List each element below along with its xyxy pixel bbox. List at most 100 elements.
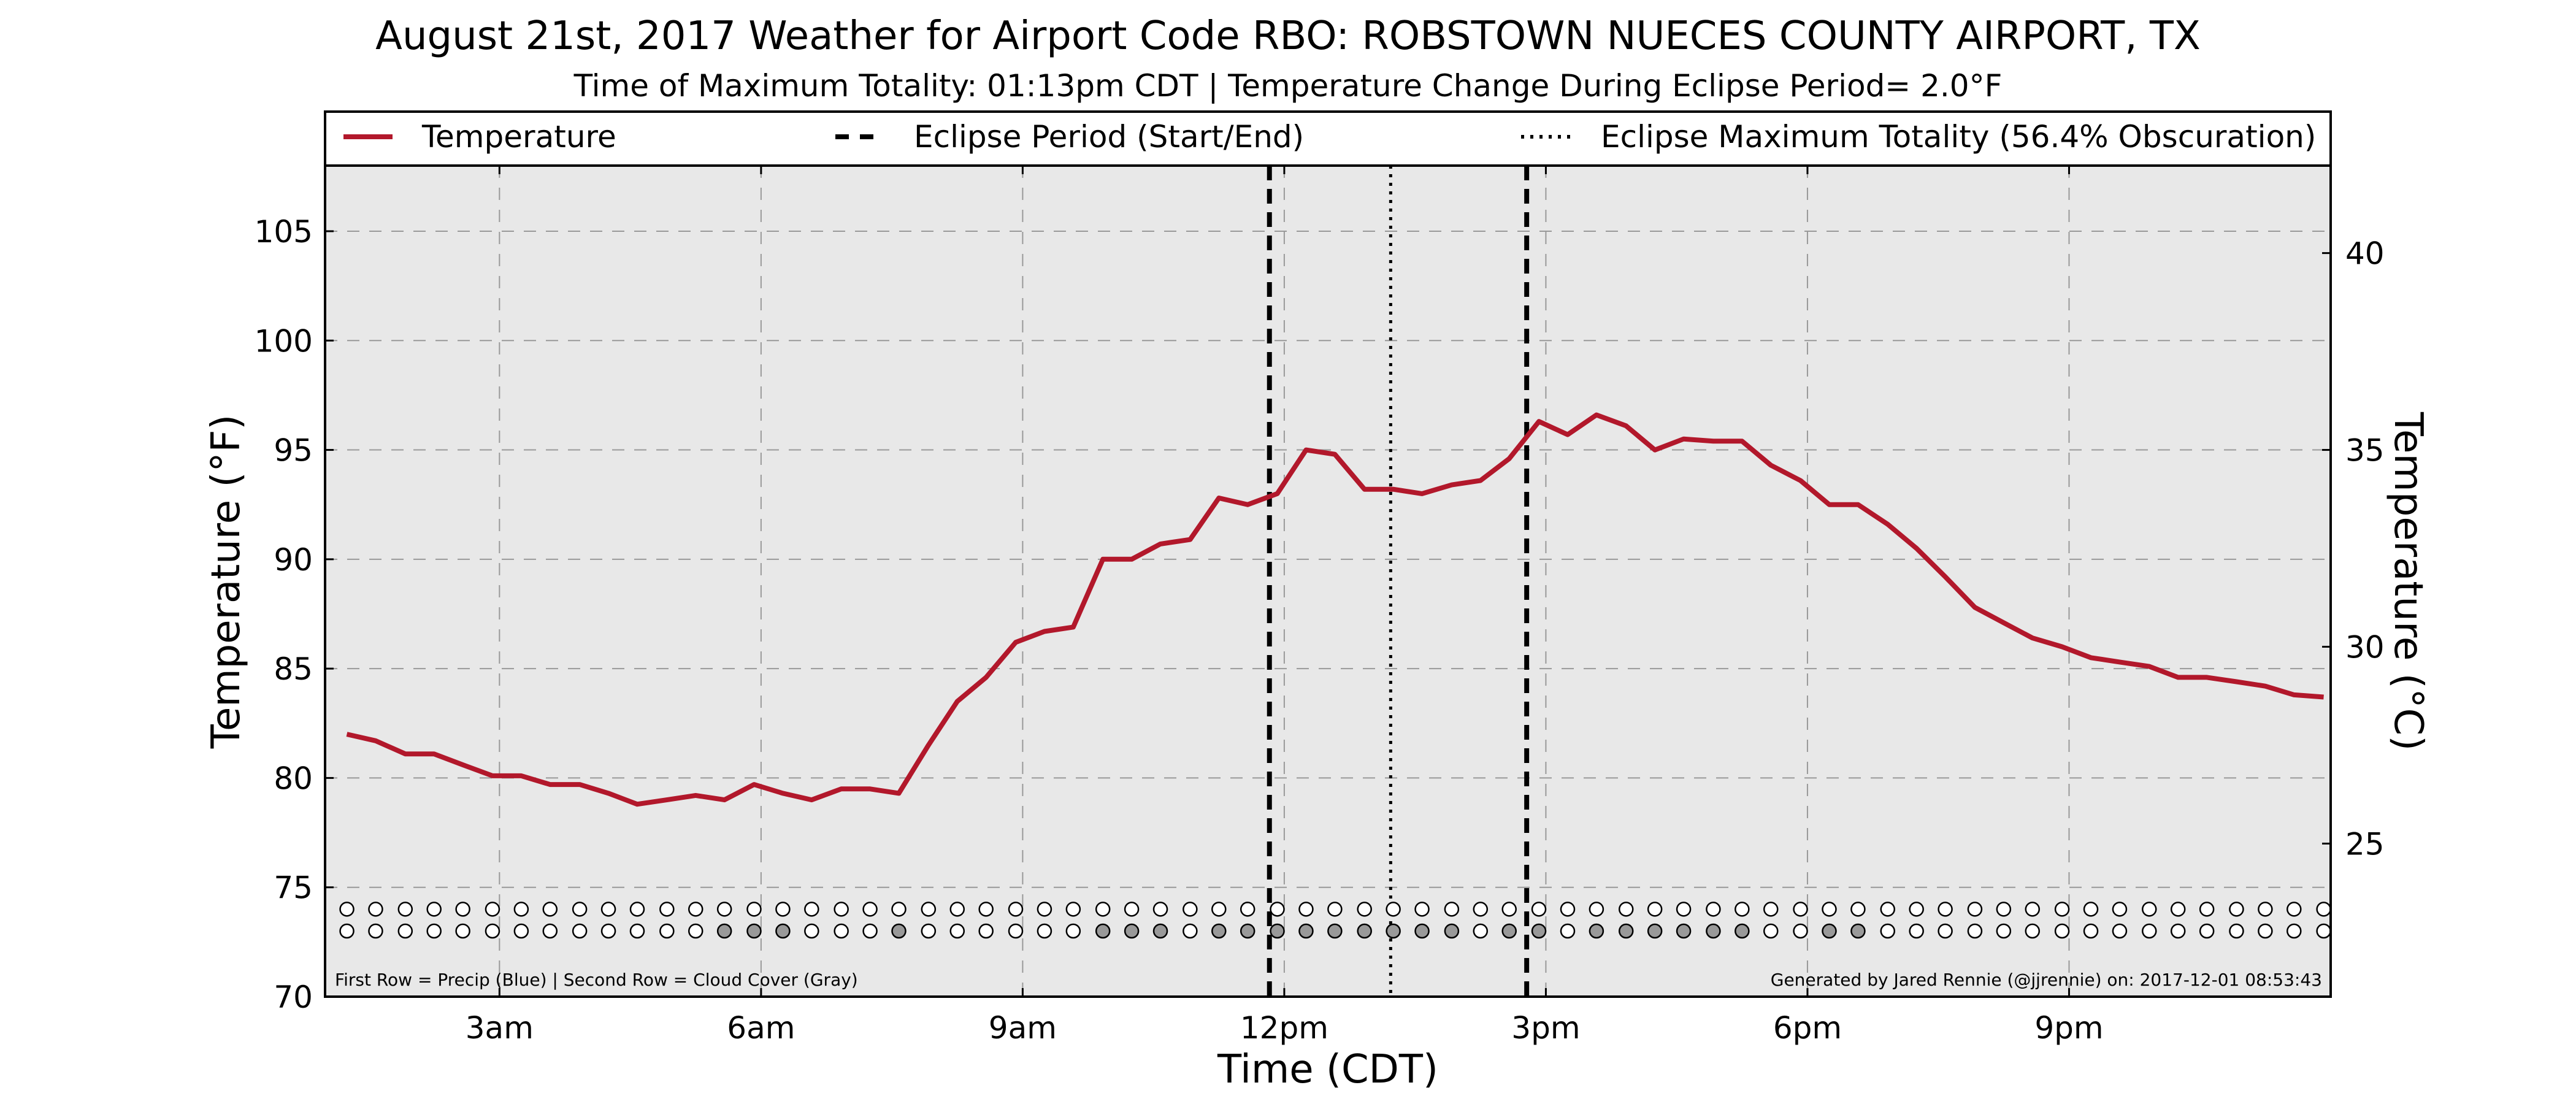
cloud-marker <box>1938 923 1953 939</box>
precip-marker <box>688 902 703 917</box>
cloud-marker <box>1822 923 1837 939</box>
cloud-marker <box>1444 923 1460 939</box>
series-line-temperature <box>346 412 2324 807</box>
precip-marker <box>1095 902 1111 917</box>
cloud-marker <box>1560 923 1576 939</box>
cloud-marker <box>1996 923 2012 939</box>
precip-marker <box>1822 902 1837 917</box>
cloud-marker <box>1967 923 1983 939</box>
precip-marker <box>1996 902 2012 917</box>
footnote-right: Generated by Jared Rennie (@jjrennie) on… <box>1771 970 2322 990</box>
cloud-marker <box>775 923 791 939</box>
cloud-marker <box>688 923 703 939</box>
precip-marker <box>1270 902 1285 917</box>
precip-marker <box>426 902 442 917</box>
precip-marker <box>1414 902 1430 917</box>
precip-marker <box>1357 902 1372 917</box>
cloud-marker <box>600 923 616 939</box>
cloud-marker <box>716 923 732 939</box>
footnote-left: First Row = Precip (Blue) | Second Row =… <box>335 970 858 990</box>
cloud-marker <box>2229 923 2244 939</box>
cloud-marker <box>1793 923 1808 939</box>
precip-marker <box>572 902 588 917</box>
precip-marker <box>1444 902 1460 917</box>
x-tick-label: 6pm <box>1773 1010 1842 1046</box>
precip-marker <box>775 902 791 917</box>
cloud-marker <box>1618 923 1634 939</box>
y2-axis-ticks: 25 30 35 40 <box>2322 236 2385 862</box>
precip-marker <box>1589 902 1604 917</box>
y-axis-ticks: 70 75 80 85 90 95 100 105 <box>255 214 334 1015</box>
y-tick-label: 85 <box>274 651 313 687</box>
y-tick-label: 105 <box>255 214 313 250</box>
cloud-marker <box>513 923 529 939</box>
legend-box <box>324 110 2332 167</box>
cloud-marker <box>804 923 819 939</box>
cloud-marker <box>2142 923 2157 939</box>
precip-marker <box>1560 902 1576 917</box>
x-axis-ticks: 3am 6am 9am 12pm 3pm 6pm 9pm <box>466 166 2104 1046</box>
cloud-marker <box>2025 923 2041 939</box>
precip-marker <box>2316 902 2331 917</box>
grid-lines <box>325 166 2331 997</box>
x-tick-label: 9am <box>989 1010 1057 1046</box>
cloud-marker <box>1706 923 1721 939</box>
precip-marker <box>1473 902 1489 917</box>
precip-marker <box>1967 902 1983 917</box>
cloud-marker <box>1735 923 1750 939</box>
precip-marker <box>339 902 355 917</box>
cloud-marker <box>397 923 413 939</box>
cloud-marker <box>2199 923 2215 939</box>
y-tick-label: 90 <box>274 542 313 578</box>
eclipse-lines <box>1267 166 1530 997</box>
cloud-marker <box>485 923 500 939</box>
cloud-marker <box>1298 923 1314 939</box>
precip-marker <box>2287 902 2302 917</box>
cloud-marker <box>1589 923 1604 939</box>
temperature-series <box>346 412 2324 807</box>
cloud-marker <box>834 923 849 939</box>
y-tick-label: 100 <box>255 323 313 359</box>
precip-marker <box>834 902 849 917</box>
precip-marker <box>1706 902 1721 917</box>
cloud-marker <box>659 923 675 939</box>
cloud-marker <box>1763 923 1779 939</box>
precip-marker <box>1850 902 1866 917</box>
precip-marker <box>2112 902 2128 917</box>
precip-marker <box>368 902 383 917</box>
precip-marker <box>1240 902 1255 917</box>
cloud-marker <box>1880 923 1896 939</box>
cloud-marker <box>949 923 965 939</box>
precip-marker <box>485 902 500 917</box>
cloud-marker <box>1531 923 1547 939</box>
cloud-marker <box>2258 923 2273 939</box>
precip-marker <box>746 902 762 917</box>
cloud-marker <box>1414 923 1430 939</box>
precip-marker <box>1298 902 1314 917</box>
cloud-marker <box>368 923 383 939</box>
cloud-marker <box>2083 923 2099 939</box>
chart-title: August 21st, 2017 Weather for Airport Co… <box>375 13 2201 59</box>
precip-marker <box>1735 902 1750 917</box>
y2-tick-label: 30 <box>2345 629 2385 665</box>
precip-marker <box>2025 902 2041 917</box>
precip-marker <box>921 902 937 917</box>
cloud-marker <box>891 923 907 939</box>
cloud-marker <box>2054 923 2070 939</box>
precip-marker <box>2054 902 2070 917</box>
cloud-marker <box>1850 923 1866 939</box>
cloud-marker <box>862 923 878 939</box>
precip-marker <box>2258 902 2273 917</box>
cloud-marker <box>542 923 558 939</box>
precip-marker <box>804 902 819 917</box>
cloud-marker <box>455 923 470 939</box>
precip-marker <box>600 902 616 917</box>
cloud-marker <box>1676 923 1692 939</box>
precip-marker <box>1676 902 1692 917</box>
precip-marker <box>659 902 675 917</box>
precip-marker <box>1183 902 1198 917</box>
precip-marker <box>1880 902 1896 917</box>
cloud-marker <box>1240 923 1255 939</box>
cloud-marker <box>1327 923 1343 939</box>
